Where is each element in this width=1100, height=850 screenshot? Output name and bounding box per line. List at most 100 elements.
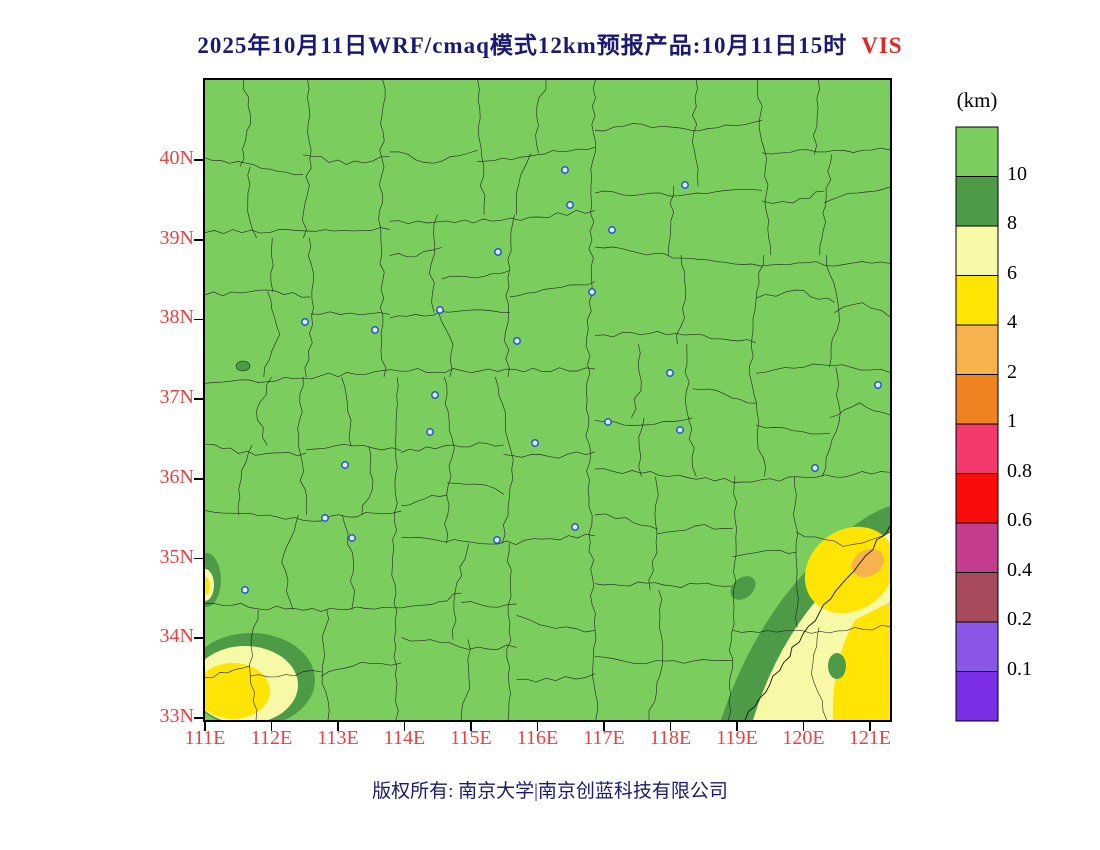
lat-label: 39N [159,226,194,249]
county-boundary [692,388,757,404]
county-boundary [692,80,699,187]
county-boundary [822,367,841,477]
county-boundary [321,609,330,720]
county-boundary [810,627,828,720]
city-marker [348,534,356,542]
county-boundary [429,214,438,313]
city-marker [513,337,521,345]
axis-tick-bottom [204,722,206,731]
county-boundary [509,281,596,298]
lat-label: 33N [159,704,194,727]
county-boundary [819,154,833,256]
colorbar [955,126,999,722]
city-marker [588,288,596,296]
legend-level-label: 2 [1007,360,1017,383]
city-marker [604,418,612,426]
axis-tick-bottom [802,722,805,731]
title-variable: VIS [861,33,903,58]
legend-level-label: 0.4 [1007,558,1032,581]
county-boundary [594,656,655,665]
lon-label: 115E [450,727,492,749]
legend-level-label: 0.6 [1007,509,1032,531]
city-marker [341,461,349,469]
county-boundary [594,123,690,132]
county-boundary [401,637,517,651]
county-boundary [834,302,890,318]
county-boundary [341,514,356,610]
axis-tick-left [194,238,203,241]
contour-patch [832,602,890,720]
county-boundary [732,625,890,634]
lon-label: 121E [848,727,892,749]
axis-tick-left [194,637,203,640]
colorbar-segment [955,176,999,227]
county-boundary [401,592,462,609]
contour-patch [235,360,251,372]
copyright-text: 版权所有: 南京大学|南京创蓝科技有限公司 [372,781,728,802]
city-marker [301,318,309,326]
county-boundary [205,227,390,235]
city-marker [681,181,689,189]
lat-label: 35N [159,545,194,568]
colorbar-segment [955,374,999,425]
contour-patch [205,577,210,595]
map-frame [203,78,892,722]
legend-level-label: 8 [1007,212,1017,234]
axis-tick-bottom [869,722,871,731]
county-boundary [205,510,402,522]
county-boundary [795,531,890,547]
city-marker [371,326,379,334]
county-boundary [438,312,454,378]
county-boundary [461,639,471,720]
legend-level-label: 10 [1007,162,1027,185]
county-boundary [237,444,253,515]
legend-level-label: 6 [1007,261,1017,284]
city-marker [241,586,249,594]
lat-label: 36N [159,465,194,488]
county-boundary [361,446,374,515]
county-boundary [638,417,645,477]
county-boundary [297,377,308,515]
county-boundary [594,331,757,344]
contour-patch [828,653,846,679]
colorbar-segment [955,473,999,524]
county-boundary [761,190,825,204]
city-marker [571,523,579,531]
county-boundary [306,443,402,452]
city-marker [426,428,434,436]
axis-tick-left [194,478,203,480]
county-boundary [594,468,890,483]
axis-tick-left [194,318,203,321]
coastline [744,525,890,720]
colorbar-segment [955,324,999,375]
colorbar-segment [955,522,999,573]
lon-label: 112E [250,727,293,749]
contour-patch [730,576,756,600]
axis-tick-bottom [536,722,539,731]
county-boundary [391,376,399,720]
city-marker [608,226,616,234]
county-boundary [205,289,311,298]
county-boundary [205,157,304,176]
colorbar-segment [955,225,999,276]
lat-label: 40N [159,147,194,169]
county-boundary [389,247,442,258]
lon-label: 116E [516,727,559,749]
city-marker [431,391,439,399]
county-boundary [341,376,352,447]
county-boundary [829,402,890,418]
county-boundary [270,237,274,292]
axis-tick-bottom [270,722,273,731]
county-boundary [494,376,514,544]
county-boundary [401,442,504,453]
county-boundary [506,543,512,720]
title-main: 2025年10月11日WRF/cmaq模式12km预报产品:10月11日15时 [197,33,848,58]
county-boundary [444,376,455,448]
colorbar-segment [955,423,999,474]
legend-unit-label: (km) [956,88,998,112]
colorbar-segment [955,671,999,722]
county-boundary [205,603,402,612]
county-boundary [249,609,259,720]
city-marker [811,464,819,472]
axis-tick-left [194,159,203,161]
